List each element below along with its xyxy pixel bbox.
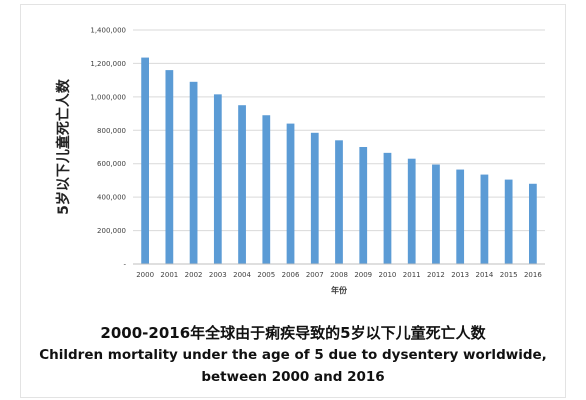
y-tick-label: -: [123, 261, 126, 269]
x-tick-label: 2006: [282, 271, 300, 279]
y-tick-labels: - 200,000 400,000 600,000 800,000 1,000,000 1,…: [90, 27, 126, 269]
bar-2007: [310, 132, 319, 264]
y-tick-label: 1,400,000: [90, 27, 126, 35]
caption-english-line2: between 2000 and 2016: [201, 369, 385, 385]
bar-2010: [383, 152, 392, 264]
bar-2011: [407, 158, 416, 264]
x-tick-label: 2003: [209, 271, 227, 279]
x-tick-label: 2008: [330, 271, 348, 279]
bars: [141, 57, 537, 265]
x-tick-label: 2010: [379, 271, 397, 279]
x-tick-label: 2015: [500, 271, 518, 279]
y-tick-label: 600,000: [97, 160, 126, 168]
x-tick-label: 2011: [403, 271, 421, 279]
bar-2008: [335, 140, 343, 264]
x-tick-label: 2014: [475, 271, 493, 279]
bar-2006: [286, 123, 295, 264]
x-tick-label: 2007: [306, 271, 324, 279]
x-tick-label: 2000: [136, 271, 154, 279]
bar-2009: [359, 147, 368, 264]
bar-2014: [480, 174, 489, 264]
bar-2001: [165, 70, 174, 264]
bar-2002: [189, 81, 198, 264]
x-tick-label: 2013: [451, 271, 469, 279]
bar-2003: [213, 94, 222, 264]
bar-2015: [504, 179, 513, 264]
caption-english-line1: Children mortality under the age of 5 du…: [39, 347, 547, 363]
bar-2016: [529, 183, 537, 264]
bar-2004: [238, 105, 246, 265]
x-tick-label: 2009: [354, 271, 372, 279]
y-tick-label: 1,000,000: [90, 93, 126, 101]
y-tick-label: 1,200,000: [90, 60, 126, 68]
x-axis-title: 年份: [331, 285, 348, 295]
x-tick-label: 2001: [160, 271, 178, 279]
y-tick-label: 800,000: [97, 127, 126, 135]
y-axis-title: 5岁以下儿童死亡人数: [55, 78, 72, 215]
bar-2000: [141, 57, 149, 264]
bar-2013: [456, 169, 465, 264]
caption-chinese: 2000-2016年全球由于痢疾导致的5岁以下儿童死亡人数: [100, 324, 486, 342]
x-tick-label: 2005: [257, 271, 275, 279]
bar-2012: [432, 164, 440, 264]
gridlines: [133, 29, 545, 232]
x-tick-labels: 2000 2001 2002 2003 2004 2005 2006 2007 2008 2009…: [136, 271, 542, 279]
y-tick-label: 400,000: [97, 194, 126, 202]
x-tick-label: 2012: [427, 271, 445, 279]
bar-2005: [262, 115, 271, 265]
bar-chart: - 200,000 400,000 600,000 800,000 1,000,000 1,…: [55, 27, 545, 295]
y-tick-label: 200,000: [97, 227, 126, 235]
x-tick-label: 2002: [185, 271, 203, 279]
x-tick-label: 2004: [233, 271, 251, 279]
x-tick-label: 2016: [524, 271, 542, 279]
